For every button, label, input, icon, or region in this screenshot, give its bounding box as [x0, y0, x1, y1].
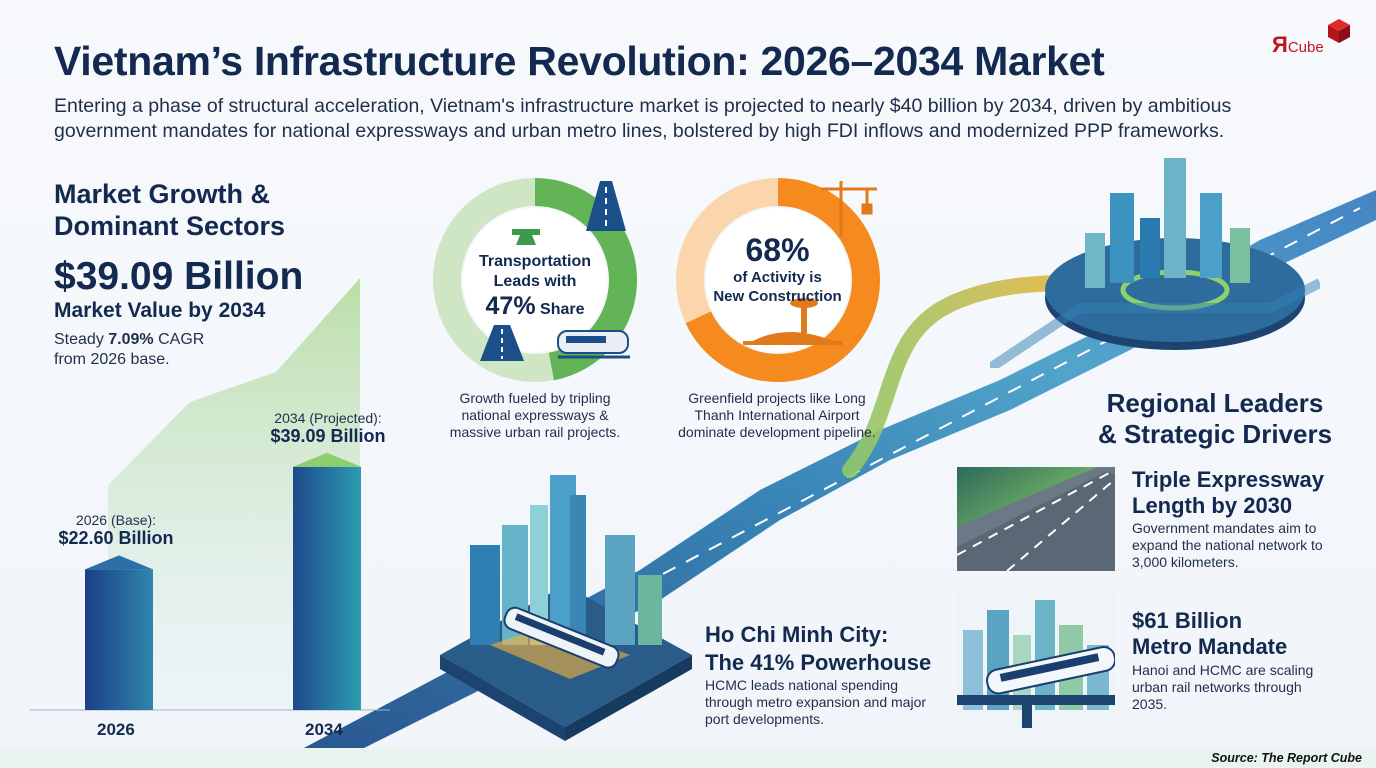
bar-cap-2026: [85, 555, 153, 570]
expressway-image: [957, 467, 1115, 571]
metro-desc: Hanoi and HCMC are scaling urban rail ne…: [1132, 662, 1314, 712]
highway-icon: [586, 181, 626, 231]
metro-image: [957, 590, 1115, 728]
market-value-label: Market Value by 2034: [54, 299, 266, 322]
bar-note-2026: 2026 (Base): $22.60 Billion: [58, 512, 174, 548]
market-bar-chart: [30, 278, 390, 711]
transport-pct: 47%: [485, 292, 536, 320]
metro-title: $61 Billion Metro Mandate: [1132, 608, 1288, 659]
regional-heading: Regional Leaders & Strategic Drivers: [1097, 388, 1333, 449]
train-icon: [557, 330, 630, 359]
city-hub-icon: [990, 158, 1320, 368]
construction-desc: Greenfield projects like Long Thanh Inte…: [678, 390, 876, 440]
road-icon: [480, 325, 524, 361]
market-growth-heading: Market Growth & Dominant Sectors: [54, 179, 286, 241]
bar-note-2034: 2034 (Projected): $39.09 Billion: [270, 410, 386, 446]
transport-desc: Growth fueled by tripling national expre…: [449, 390, 621, 440]
bar-category-2034: 2034: [305, 720, 343, 739]
page-title: Vietnam’s Infrastructure Revolution: 202…: [54, 38, 1105, 84]
airport-icon: [743, 298, 843, 345]
cagr-text: Steady 7.09% CAGR from 2026 base.: [54, 331, 205, 368]
bar-category-2026: 2026: [97, 720, 135, 739]
city-icon: [440, 475, 692, 741]
construction-donut: [676, 178, 880, 382]
page-subtitle: Entering a phase of structural accelerat…: [54, 95, 1232, 142]
logo-wordmark: ЯCube: [1272, 32, 1324, 57]
construction-pct: 68%: [745, 232, 810, 268]
hcmc-desc: HCMC leads national spending through met…: [705, 677, 927, 727]
report-cube-logo: ЯCube: [1270, 18, 1356, 58]
construction-donut-label: 68% of Activity is New Construction: [700, 232, 855, 306]
bar-2034: [293, 466, 361, 710]
metro-train-icon: [986, 646, 1115, 695]
transport-donut-label: Transportation Leads with 47% Share: [478, 253, 591, 320]
expressway-title: Triple Expressway Length by 2030: [1132, 467, 1324, 518]
bar-cap-2034: [293, 452, 361, 467]
crane-icon: [821, 181, 877, 237]
cube-icon: [1328, 19, 1350, 43]
cagr-value: 7.09%: [108, 331, 154, 348]
footer-bar: [0, 748, 1376, 768]
transport-donut: [433, 178, 637, 382]
expressway-desc: Government mandates aim to expand the na…: [1132, 520, 1323, 570]
road-sign-icon: [512, 229, 540, 245]
source-credit: Source: The Report Cube: [1211, 751, 1362, 765]
bar-2026: [85, 569, 153, 710]
market-value-2034: $39.09 Billion: [54, 255, 304, 298]
metro-train-icon: [503, 606, 620, 669]
hcmc-title: Ho Chi Minh City: The 41% Powerhouse: [705, 622, 932, 675]
